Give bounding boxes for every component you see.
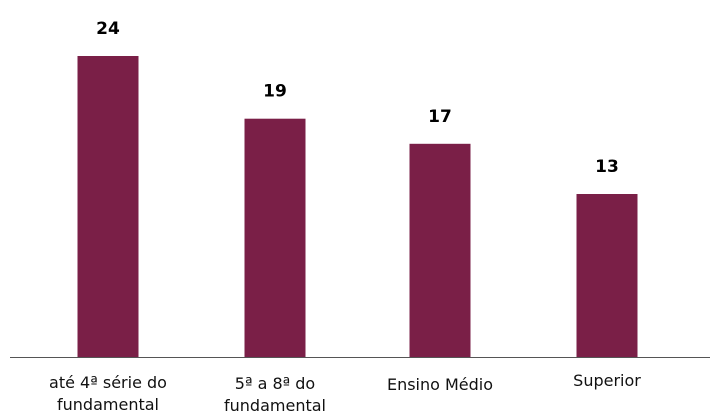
x-tick-label-0-line-0: até 4ª série do [49,373,167,392]
x-tick-label-1-line-0: 5ª a 8ª do [235,374,315,393]
bar-2 [409,143,471,357]
x-tick-labels-layer: até 4ª série do fundamental 5ª a 8ª do fund… [49,371,641,415]
data-label-3: 13 [595,157,619,177]
x-tick-label-3-line-0: Superior [573,371,641,390]
x-tick-label-2-line-0: Ensino Médio [387,375,493,394]
bars-layer [77,56,638,357]
data-label-1: 19 [263,82,287,102]
x-tick-label-1: 5ª a 8ª do fundamental [224,374,326,415]
x-tick-label-0-line-1: fundamental [57,395,159,414]
bar-3 [576,194,638,357]
bar-0 [77,56,139,357]
x-tick-label-3: Superior [573,371,641,390]
data-label-0: 24 [96,19,120,39]
x-tick-label-1-line-1: fundamental [224,396,326,415]
data-labels-layer: 24 19 17 13 [96,19,619,177]
x-tick-label-0: até 4ª série do fundamental [49,373,167,414]
data-label-2: 17 [428,107,452,127]
x-tick-label-2: Ensino Médio [387,375,493,394]
bar-1 [244,118,306,357]
